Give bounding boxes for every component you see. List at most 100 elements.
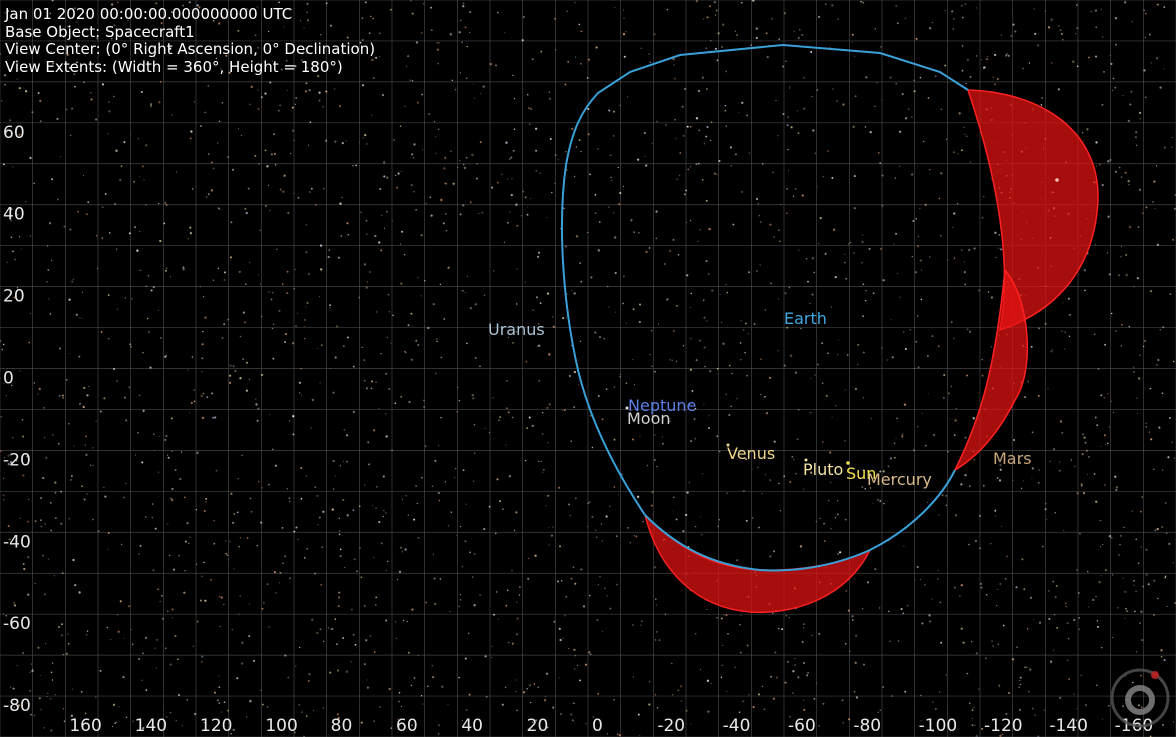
star	[1031, 477, 1033, 479]
star	[241, 454, 244, 457]
star	[981, 727, 984, 730]
star	[482, 85, 485, 88]
star	[686, 274, 689, 277]
star	[689, 219, 692, 222]
star	[509, 158, 511, 160]
star	[563, 408, 566, 412]
star	[167, 523, 169, 525]
star	[605, 388, 608, 391]
star	[471, 394, 474, 397]
star	[1148, 431, 1150, 433]
star	[220, 596, 223, 599]
star	[569, 515, 571, 517]
star	[411, 12, 414, 15]
star	[1080, 484, 1083, 487]
star	[27, 556, 30, 559]
star	[99, 410, 102, 413]
star	[473, 553, 476, 555]
star	[399, 546, 403, 549]
star	[684, 513, 688, 517]
star	[964, 436, 967, 439]
star	[596, 536, 598, 538]
star	[941, 494, 944, 497]
star	[346, 461, 348, 463]
star	[16, 214, 19, 216]
star	[1095, 684, 1098, 687]
star	[716, 59, 719, 62]
star	[1022, 67, 1024, 70]
star	[1050, 660, 1053, 663]
body-label: Moon	[627, 409, 671, 428]
star	[540, 460, 542, 463]
star	[1053, 448, 1056, 451]
star	[534, 127, 538, 130]
star	[725, 393, 727, 396]
star	[300, 497, 303, 500]
star	[913, 368, 915, 370]
star	[438, 128, 440, 130]
star	[205, 497, 208, 500]
star	[594, 331, 597, 334]
star	[436, 42, 438, 44]
star	[651, 365, 653, 367]
star	[200, 125, 202, 127]
star	[111, 3, 114, 6]
star	[899, 296, 901, 298]
star	[929, 620, 932, 623]
star	[612, 110, 616, 113]
star	[837, 354, 839, 356]
star	[671, 359, 673, 361]
star	[654, 639, 657, 641]
star	[947, 451, 949, 453]
star	[572, 405, 576, 409]
star	[47, 558, 49, 560]
star	[1114, 17, 1118, 20]
star	[802, 623, 805, 625]
star	[745, 458, 747, 461]
star	[290, 152, 292, 155]
star	[753, 322, 756, 325]
star	[872, 502, 874, 504]
star	[281, 527, 284, 529]
star	[832, 88, 834, 90]
star	[1102, 36, 1104, 38]
star	[261, 487, 263, 489]
star	[1148, 33, 1151, 36]
star	[314, 203, 317, 206]
star	[964, 133, 966, 135]
star	[187, 369, 189, 371]
star	[984, 66, 986, 69]
star	[189, 412, 191, 414]
star	[198, 6, 201, 9]
star	[464, 26, 467, 29]
star	[596, 619, 599, 622]
star	[742, 700, 745, 703]
star	[516, 709, 518, 712]
star	[339, 548, 342, 551]
star	[707, 710, 710, 713]
star	[575, 146, 578, 148]
star	[385, 569, 388, 572]
star	[703, 346, 706, 349]
star	[306, 11, 308, 14]
star	[165, 269, 167, 272]
star	[1107, 215, 1110, 218]
star	[1084, 289, 1086, 292]
star	[861, 261, 863, 264]
star	[511, 642, 514, 645]
star	[845, 590, 848, 592]
star	[824, 252, 827, 255]
star	[221, 336, 224, 339]
star	[45, 456, 48, 459]
star	[161, 594, 163, 597]
star	[383, 175, 386, 178]
star	[70, 479, 72, 481]
star	[458, 399, 461, 402]
star	[738, 711, 741, 714]
star	[50, 729, 53, 732]
star	[375, 381, 377, 384]
star	[230, 732, 233, 735]
star	[434, 602, 437, 606]
star	[502, 508, 504, 510]
star	[1092, 598, 1095, 602]
